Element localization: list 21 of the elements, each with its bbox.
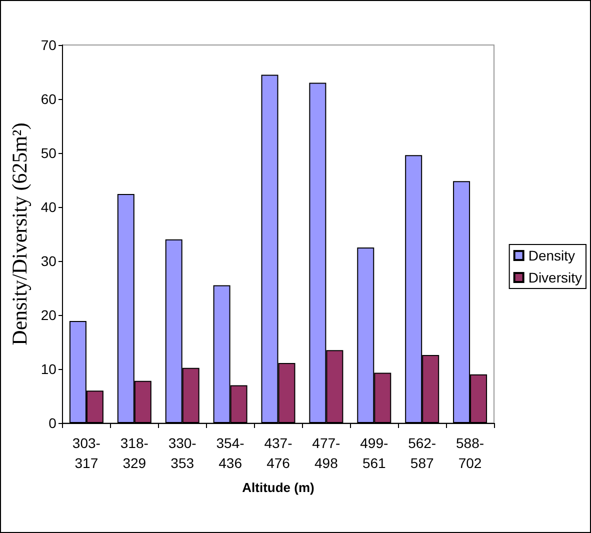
x-tick-label: 318-329 [120, 435, 149, 471]
y-tick-label: 60 [40, 91, 57, 107]
y-tick-label: 20 [40, 307, 57, 323]
x-tick-label: 477-498 [312, 435, 341, 471]
x-tick-label: 330-353 [168, 435, 197, 471]
x-tick-label: 562-587 [408, 435, 436, 471]
legend-label: Density [528, 248, 576, 264]
x-tick-label: 499-561 [360, 435, 388, 471]
y-tick-label: 50 [40, 145, 57, 161]
y-tick-label: 70 [40, 37, 57, 53]
x-tick-label: 354-436 [216, 435, 245, 471]
x-axis-title: Altitude (m) [242, 480, 314, 495]
x-tick-label: 588-702 [456, 435, 484, 471]
x-tick-label: 303-317 [72, 435, 101, 471]
legend-label: Diversity [528, 270, 582, 286]
y-tick-label: 10 [40, 361, 57, 377]
y-tick-label: 0 [48, 415, 57, 431]
y-tick-label: 30 [40, 253, 57, 269]
x-tick-label: 437-476 [264, 435, 293, 471]
y-tick-label: 40 [40, 199, 57, 215]
y-axis-title: Density/Diversity (625m²) [8, 122, 32, 346]
